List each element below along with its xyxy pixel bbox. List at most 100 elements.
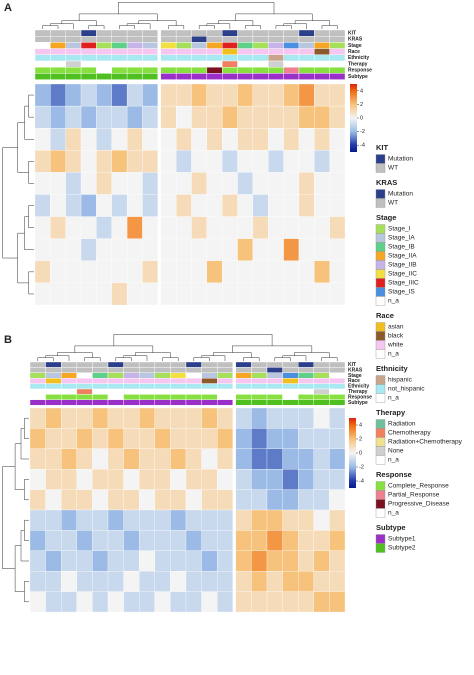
heatmap-cell	[175, 260, 192, 284]
annotation-cell	[29, 388, 46, 395]
annotation-cell	[314, 36, 330, 43]
heatmap-cell	[126, 282, 143, 306]
annotation-cell	[126, 36, 143, 43]
heatmap-cell	[268, 83, 284, 107]
annotation-cell	[111, 29, 128, 37]
heatmap-cell	[313, 550, 330, 572]
heatmap-cell	[206, 172, 223, 195]
annotation-cell	[107, 361, 124, 368]
annotation-cell	[201, 361, 218, 368]
heatmap-cell	[34, 150, 51, 173]
heatmap-cell	[298, 238, 315, 261]
dendrogram-branch	[24, 417, 29, 439]
annotation-cell	[191, 36, 208, 43]
annotation-cell	[298, 394, 315, 400]
heatmap-cell	[29, 550, 46, 572]
heatmap-cell	[191, 216, 208, 239]
heatmap-cell	[217, 469, 233, 490]
heatmap-cell	[329, 194, 346, 217]
heatmap-cell	[251, 469, 268, 490]
annotation-cell	[126, 60, 143, 68]
annotation-cell	[221, 73, 238, 80]
annotation-cell	[266, 388, 283, 395]
annotation-cell	[175, 36, 192, 43]
heatmap-cell	[142, 260, 158, 284]
annotation-cell	[313, 361, 330, 368]
heatmap-cell	[111, 238, 128, 261]
heatmap-cell	[314, 238, 330, 261]
heatmap-cell	[237, 238, 254, 261]
annotation-cell	[185, 394, 202, 400]
dendrogram-branch	[24, 216, 34, 250]
annotation-cell	[252, 29, 269, 37]
panel-label: B	[4, 334, 12, 346]
heatmap-cell	[329, 128, 346, 151]
annotation-cell	[50, 66, 66, 74]
annotation-cell	[45, 394, 62, 400]
annotation-cell	[160, 54, 177, 62]
annotation-cell	[170, 378, 187, 384]
legend-label: white	[387, 342, 404, 349]
heatmap-cell	[185, 509, 202, 531]
legend-label: Stage_IA	[388, 235, 415, 242]
heatmap-cell	[142, 83, 158, 107]
heatmap-cell	[65, 282, 82, 306]
scale-tick-label: 0	[360, 115, 363, 121]
annotation-cell	[154, 361, 171, 368]
dendrogram-branch	[2, 147, 18, 259]
annotation-cell	[235, 361, 252, 368]
legend-label: Radiation+Chemotherapy	[388, 439, 463, 446]
heatmap-cell	[191, 105, 208, 129]
dendrogram-branch	[244, 25, 261, 29]
annotation-cell	[329, 73, 346, 80]
heatmap-cell	[268, 216, 284, 239]
annotation-cell	[34, 48, 51, 55]
heatmap-cell	[298, 428, 314, 449]
heatmap-cell	[222, 260, 238, 284]
annotation-cell	[142, 48, 158, 55]
legend-label: Radiation	[388, 421, 416, 428]
annotation-cell	[251, 388, 268, 395]
legend-label: hispanic	[388, 377, 413, 384]
annotation-cell	[221, 60, 238, 68]
annotation-cell	[80, 66, 97, 74]
annotation-cell	[329, 367, 346, 373]
legend-swatch	[375, 543, 386, 553]
heatmap-cell	[142, 194, 158, 217]
heatmap-cell	[96, 194, 112, 217]
annotation-cell	[283, 48, 300, 55]
annotation-cell	[34, 73, 51, 80]
annotation-cell	[298, 399, 315, 406]
annotation-cell	[92, 394, 109, 400]
dendrogram-branch	[14, 443, 25, 490]
heatmap-cell	[252, 172, 269, 195]
annotation-cell	[329, 42, 346, 49]
color-scale	[349, 418, 356, 488]
annotation-cell	[65, 36, 82, 43]
heatmap-cell	[217, 571, 233, 592]
heatmap-cell	[251, 591, 268, 613]
annotation-cell	[237, 42, 254, 49]
annotation-cell	[201, 383, 218, 390]
annotation-cell	[76, 394, 93, 400]
heatmap-cell	[29, 509, 46, 531]
annotation-cell	[175, 29, 192, 37]
heatmap-cell	[283, 282, 300, 306]
legend-label: Stage_IS	[388, 289, 415, 296]
heatmap-cell	[107, 550, 124, 572]
heatmap-cell	[298, 172, 315, 195]
heatmap-cell	[252, 128, 269, 151]
heatmap-cell	[123, 550, 140, 572]
annotation-cell	[138, 394, 155, 400]
annotation-cell	[329, 388, 346, 395]
heatmap-cell	[34, 194, 51, 217]
legend-label: Subtype2	[388, 545, 416, 552]
heatmap-cell	[251, 428, 268, 449]
annotation-cell	[45, 378, 62, 384]
heatmap-cell	[76, 489, 93, 511]
heatmap-cell	[107, 489, 124, 511]
annotation-cell	[282, 378, 299, 384]
heatmap-cell	[191, 238, 208, 261]
heatmap-cell	[298, 150, 315, 173]
heatmap-cell	[126, 150, 143, 173]
